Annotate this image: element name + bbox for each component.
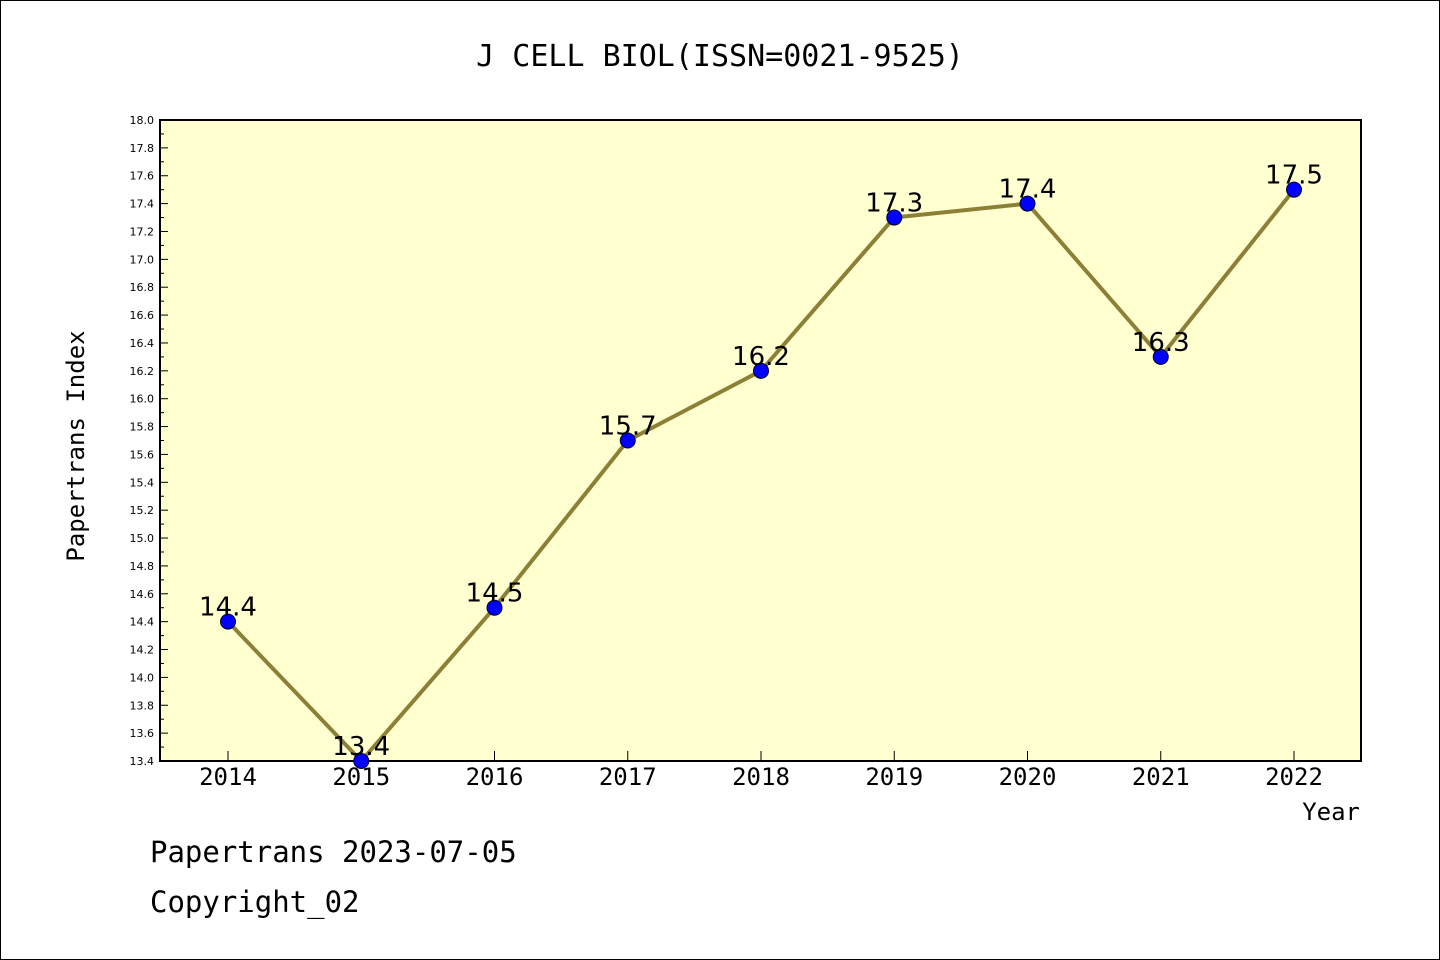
x-tick-label-0: 2014 <box>199 763 257 791</box>
y-tick-label-4: 14.2 <box>130 644 155 657</box>
marker-group <box>220 181 1302 769</box>
y-tick-label-17: 16.8 <box>130 281 155 294</box>
y-tick-label-6: 14.6 <box>130 588 155 601</box>
x-tick-label-5: 2019 <box>865 763 923 791</box>
x-tick-label-7: 2021 <box>1132 763 1190 791</box>
y-tick-label-8: 15.0 <box>130 532 155 545</box>
data-label-2016: 14.5 <box>466 579 524 609</box>
chart-title: J CELL BIOL(ISSN=0021-9525) <box>476 39 964 74</box>
data-label-2018: 16.2 <box>732 342 790 372</box>
data-label-2017: 15.7 <box>599 412 657 442</box>
x-tick-label-8: 2022 <box>1265 763 1323 791</box>
y-tick-label-16: 16.6 <box>130 309 155 322</box>
y-tick-label-20: 17.4 <box>130 198 155 211</box>
data-point-2022 <box>1286 181 1302 198</box>
y-tick-label-9: 15.2 <box>130 504 155 517</box>
data-point-2015 <box>353 753 370 769</box>
x-tick-label-4: 2018 <box>732 763 790 791</box>
y-tick-label-12: 15.8 <box>130 421 155 434</box>
y-tick-label-19: 17.2 <box>130 225 155 238</box>
data-point-2021 <box>1152 348 1169 365</box>
data-point-2014 <box>220 613 236 630</box>
data-label-group: 14.4 13.4 14.5 15.7 16.2 17.3 17.4 16.3 17.5 <box>199 161 1323 762</box>
data-point-2016 <box>486 599 503 616</box>
y-axis: 13.4 13.6 13.8 14.0 14.2 14.4 14.6 14.8 15.0 15.2… <box>130 114 168 768</box>
data-label-2021: 16.3 <box>1132 328 1190 358</box>
y-tick-label-15: 16.4 <box>130 337 155 350</box>
data-label-2019: 17.3 <box>865 189 923 219</box>
x-axis: 2014 2015 2016 2017 2018 2019 2020 2021 2022 <box>199 751 1323 791</box>
y-tick-label-11: 15.6 <box>130 448 155 461</box>
y-tick-label-14: 16.2 <box>130 365 155 378</box>
y-tick-label-3: 14.0 <box>130 671 155 684</box>
data-label-2020: 17.4 <box>999 175 1057 205</box>
data-label-2022: 17.5 <box>1265 161 1323 191</box>
y-tick-label-5: 14.4 <box>130 616 155 629</box>
data-label-2014: 14.4 <box>199 593 257 623</box>
data-label-2015: 13.4 <box>332 732 390 762</box>
data-point-2018 <box>753 362 769 379</box>
footer-copyright: Copyright_02 <box>150 885 360 919</box>
data-point-2020 <box>1019 195 1036 212</box>
y-tick-label-13: 16.0 <box>130 393 155 406</box>
x-tick-label-3: 2017 <box>599 763 657 791</box>
x-tick-label-6: 2020 <box>999 763 1057 791</box>
y-tick-label-1: 13.6 <box>130 727 155 740</box>
y-tick-label-7: 14.8 <box>130 560 155 573</box>
x-axis-title: Year <box>1302 798 1360 826</box>
y-tick-label-23: 18.0 <box>130 114 155 127</box>
y-tick-label-2: 13.8 <box>130 699 155 712</box>
y-tick-label-10: 15.4 <box>130 476 155 489</box>
y-tick-label-22: 17.8 <box>130 142 155 155</box>
y-tick-label-21: 17.6 <box>130 170 155 183</box>
y-tick-label-0: 13.4 <box>130 755 155 768</box>
y-tick-label-18: 17.0 <box>130 253 155 266</box>
y-axis-title: Papertrans Index <box>62 330 90 561</box>
data-point-2017 <box>619 432 636 449</box>
data-point-2019 <box>886 209 903 226</box>
plot-area <box>159 119 1362 762</box>
footer-source: Papertrans 2023-07-05 <box>150 835 517 869</box>
x-tick-label-2: 2016 <box>466 763 524 791</box>
